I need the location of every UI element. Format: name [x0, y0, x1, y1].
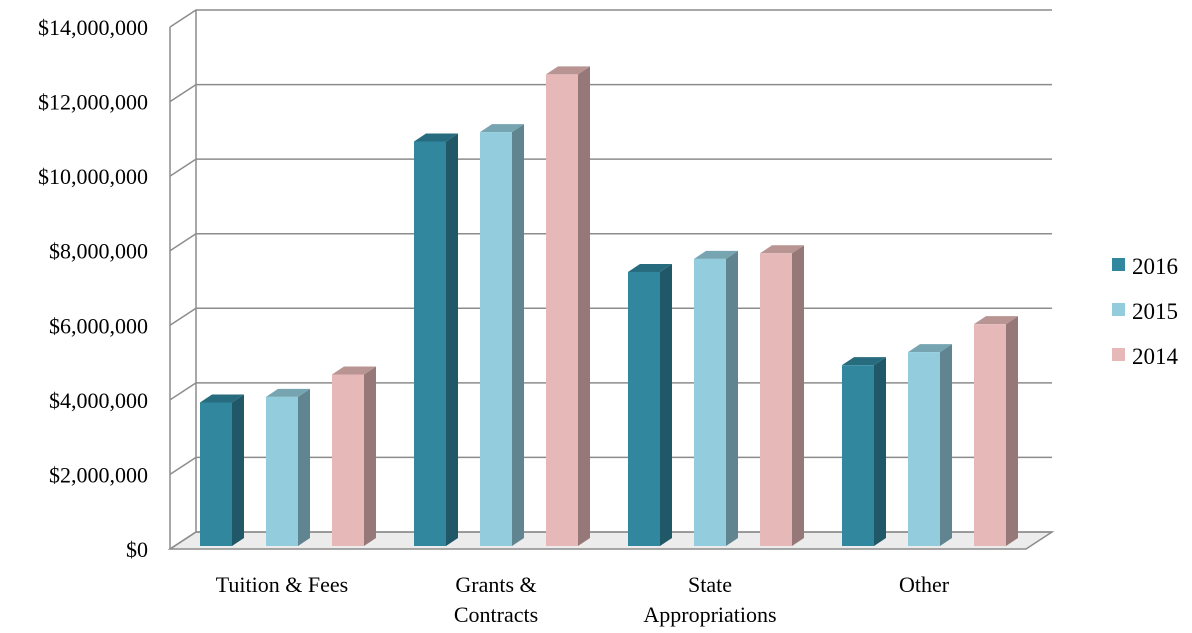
bar: [694, 250, 738, 546]
x-axis-category-labels: Tuition & Fees Grants & Contracts State Appr…: [216, 572, 950, 627]
bar: [332, 366, 376, 546]
bar: [908, 344, 952, 546]
legend-swatch: [1112, 258, 1125, 271]
legend-swatch: [1112, 303, 1125, 316]
y-tick-label: $4,000,000: [49, 388, 148, 413]
x-category-label: Other: [899, 572, 950, 597]
legend-label: 2015: [1132, 299, 1178, 324]
bar: [760, 245, 804, 547]
bar: [200, 394, 244, 546]
x-category-label: State Appropriations: [643, 572, 776, 627]
bar: [414, 133, 458, 546]
bar: [842, 357, 886, 546]
y-tick-label: $10,000,000: [38, 164, 148, 189]
gridline: [169, 9, 1052, 28]
x-category-label: Tuition & Fees: [216, 572, 348, 597]
legend-label: 2014: [1132, 344, 1179, 369]
gridline: [169, 307, 1052, 326]
gridline: [169, 158, 1052, 177]
bar: [628, 263, 672, 546]
legend: 2016 2015 2014: [1112, 254, 1179, 369]
y-tick-label: $6,000,000: [49, 313, 148, 338]
x-category-label: Grants & Contracts: [454, 572, 538, 627]
bar: [546, 66, 590, 546]
y-tick-label: $8,000,000: [49, 239, 148, 264]
y-tick-label: $12,000,000: [38, 90, 148, 115]
y-tick-label: $14,000,000: [38, 15, 148, 40]
bar: [480, 124, 524, 546]
bar: [266, 388, 310, 546]
legend-label: 2016: [1132, 254, 1178, 279]
bar: [974, 316, 1018, 546]
bars: [200, 66, 1018, 547]
legend-swatch: [1112, 348, 1125, 361]
y-axis-tick-labels: $0 $2,000,000 $4,000,000 $6,000,000 $8,000,0…: [38, 15, 148, 562]
gridline: [169, 232, 1052, 252]
gridline: [169, 83, 1052, 103]
y-tick-label: $2,000,000: [49, 462, 148, 487]
y-tick-label: $0: [126, 537, 148, 562]
